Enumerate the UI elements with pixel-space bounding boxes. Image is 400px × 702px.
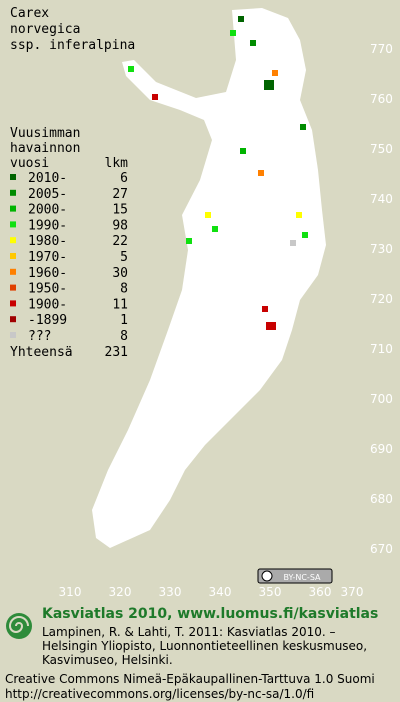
legend-count-header: lkm [105,156,129,171]
legend-count: 6 [120,171,128,186]
legend-label: 1970- [28,250,67,265]
legend-swatch [10,332,16,338]
legend-label: ??? [28,329,51,344]
license: http://creativecommons.org/licenses/by-n… [5,687,314,701]
x-label: 340 [209,585,232,599]
legend-count: 15 [112,203,128,218]
y-label: 750 [370,142,393,156]
y-label: 690 [370,442,393,456]
legend-heading: Vuusimman [10,126,80,141]
legend-label: 1990- [28,218,67,233]
citation: Lampinen, R. & Lahti, T. 2011: Kasviatla… [42,625,336,639]
legend-count: 27 [112,187,128,202]
legend-count: 30 [112,266,128,281]
y-label: 710 [370,342,393,356]
legend-heading: havainnon [10,141,80,156]
license: Creative Commons Nimeä-Epäkaupallinen-Ta… [5,672,375,686]
legend-label: 2005- [28,187,67,202]
logo [6,613,32,639]
legend-swatch [10,253,16,259]
y-label: 700 [370,392,393,406]
legend-label: -1899 [28,313,67,328]
legend-swatch [10,300,16,307]
title: norvegica [10,22,80,37]
y-label: 760 [370,92,393,106]
legend-swatch [10,174,16,180]
legend-count: 8 [120,282,128,297]
cc-badge: BY-NC-SA [257,568,333,584]
y-label: 730 [370,242,393,256]
legend-label: 1980- [28,234,67,249]
observation-squares [128,16,308,330]
y-label: 720 [370,292,393,306]
citation: Helsingin Yliopisto, Luonnontieteellinen… [42,639,367,653]
legend-year-header: vuosi [10,156,49,171]
total-label: Yhteensä [10,345,73,360]
legend-swatch [10,316,16,323]
y-label: 740 [370,192,393,206]
site-title: Kasviatlas 2010, www.luomus.fi/kasviatla… [42,606,378,622]
x-label: 370 [341,585,364,599]
legend-label: 2010- [28,171,67,186]
x-label: 310 [59,585,82,599]
legend-swatch [10,221,16,228]
x-label: 330 [159,585,182,599]
legend-swatch [10,284,16,291]
legend-label: 1950- [28,282,67,297]
legend-count: 1 [120,313,128,328]
x-label: 350 [259,585,282,599]
legend-count: 5 [120,250,128,265]
legend-swatch [10,189,16,196]
badge-text: BY-NC-SA [283,573,321,582]
legend-label: 1900- [28,297,67,312]
title: ssp. inferalpina [10,38,135,53]
y-label: 680 [370,492,393,506]
total-count: 231 [105,345,128,360]
legend-label: 1960- [28,266,67,281]
legend-count: 22 [112,234,128,249]
legend-swatch [10,268,16,275]
y-label: 770 [370,42,393,56]
x-label: 320 [109,585,132,599]
y-label: 670 [370,542,393,556]
finland-outline [92,8,326,548]
legend-count: 11 [112,297,128,312]
legend-label: 2000- [28,203,67,218]
legend-swatch [10,205,16,212]
legend-count: 8 [120,329,128,344]
legend-count: 98 [112,218,128,233]
x-label: 360 [309,585,332,599]
citation: Kasvimuseo, Helsinki. [42,653,173,667]
legend-swatch [10,237,16,244]
title: Carex [10,6,49,21]
